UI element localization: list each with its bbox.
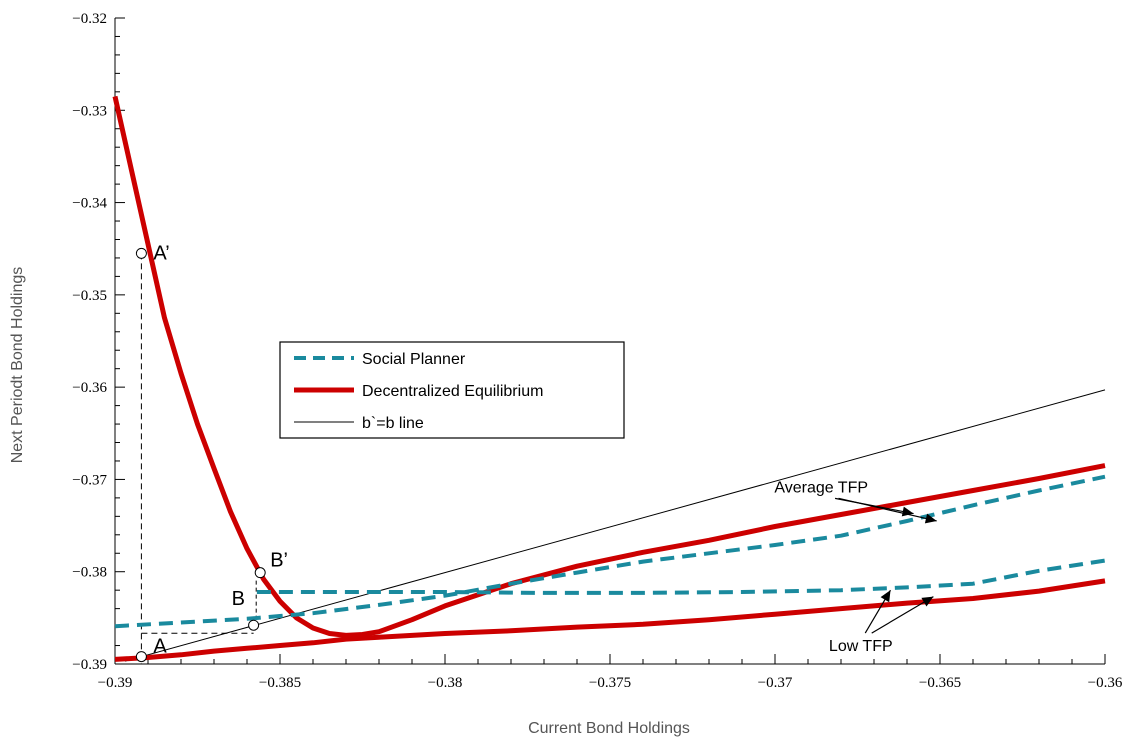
annotation-label: Average TFP xyxy=(774,479,868,496)
y-axis-label: Next Periodt Bond Holdings xyxy=(9,267,26,464)
x-tick-label: −0.39 xyxy=(98,675,133,691)
annotation-arrow xyxy=(871,596,934,634)
legend-label: Decentralized Equilibrium xyxy=(362,383,543,400)
series-line-sp_avg xyxy=(114,474,1106,629)
point-markers: A A’ B B’ xyxy=(135,242,288,663)
x-tick-label: −0.36 xyxy=(1088,675,1123,691)
point-label: B xyxy=(232,588,245,610)
x-tick-label: −0.365 xyxy=(919,675,961,691)
annotation-label: Low TFP xyxy=(829,638,893,655)
series-group xyxy=(112,95,1106,662)
y-tick-label: −0.34 xyxy=(72,196,107,212)
y-tick-label: −0.38 xyxy=(72,565,107,581)
point-marker xyxy=(135,651,147,663)
series-line-de_low xyxy=(114,578,1106,662)
point-label: A xyxy=(153,636,167,658)
legend-label: b`=b line xyxy=(362,415,424,432)
annotation-arrow xyxy=(838,497,937,522)
annotation-arrowhead xyxy=(924,513,937,524)
y-tick-label: −0.33 xyxy=(72,103,107,119)
x-tick-label: −0.37 xyxy=(758,675,793,691)
x-tick-label: −0.375 xyxy=(589,675,631,691)
annotation-arrowhead xyxy=(880,590,891,603)
x-tick-label: −0.385 xyxy=(259,675,301,691)
point-label: A’ xyxy=(153,242,169,264)
y-tick-label: −0.32 xyxy=(72,11,107,27)
series-line-de_avg xyxy=(112,95,1106,638)
x-axis-label: Current Bond Holdings xyxy=(528,720,690,737)
annotation-arrowhead xyxy=(921,596,934,607)
point-label: B’ xyxy=(270,550,288,572)
y-tick-label: −0.36 xyxy=(72,380,107,396)
point-marker xyxy=(135,247,147,259)
legend: Social Planner Decentralized Equilibrium b… xyxy=(279,341,625,439)
y-tick-label: −0.37 xyxy=(72,472,107,488)
y-tick-label: −0.35 xyxy=(72,288,107,304)
point-marker xyxy=(248,619,260,631)
point-marker xyxy=(254,567,266,579)
legend-label: Social Planner xyxy=(362,351,466,368)
y-tick-label: −0.39 xyxy=(72,657,107,673)
axes: −0.39 −0.385 −0.38 −0.375 −0.37 −0.365 −0.36 −0… xyxy=(72,11,1123,691)
series-line-b45 xyxy=(124,389,1106,662)
series-line-sp_low xyxy=(256,558,1106,595)
annotations: Average TFP Low TFP xyxy=(774,479,937,655)
x-tick-label: −0.38 xyxy=(428,675,463,691)
